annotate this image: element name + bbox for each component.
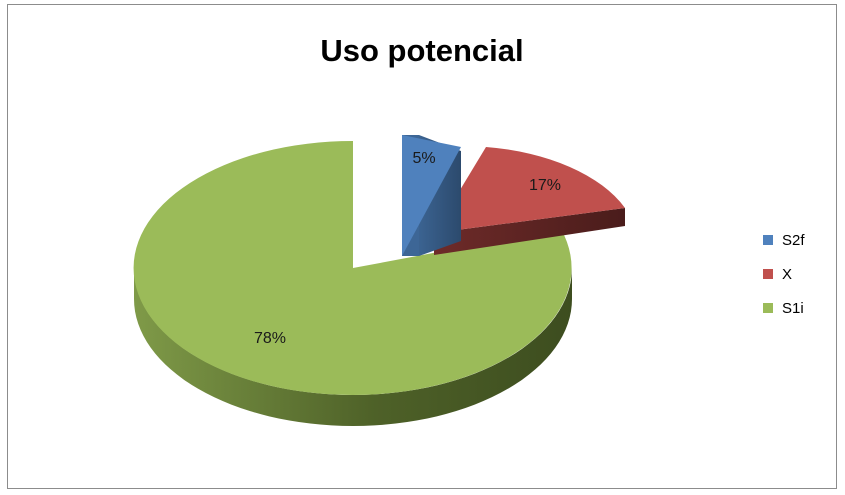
data-label-S1i: 78% xyxy=(254,330,286,347)
chart-frame: Uso potencial xyxy=(7,4,837,489)
legend-swatch-S2f xyxy=(763,235,773,245)
legend-item-S1i: S1i xyxy=(763,291,805,325)
pie-slice-S2f xyxy=(402,135,461,256)
data-label-X: 17% xyxy=(529,177,561,194)
legend-label-S2f: S2f xyxy=(782,231,805,249)
legend-item-X: X xyxy=(763,257,805,291)
data-label-S2f: 5% xyxy=(412,150,435,167)
legend-label-X: X xyxy=(782,265,793,283)
pie-chart: 5% 17% 78% xyxy=(133,135,625,426)
legend-swatch-X xyxy=(763,269,773,279)
chart-title: Uso potencial xyxy=(320,33,524,68)
legend-label-S1i: S1i xyxy=(782,299,804,317)
pie-slice-S1i xyxy=(133,140,572,426)
legend-swatch-S1i xyxy=(763,303,773,313)
pie-slice-X xyxy=(434,147,625,255)
legend: S2f X S1i xyxy=(763,223,805,325)
legend-item-S2f: S2f xyxy=(763,223,805,257)
